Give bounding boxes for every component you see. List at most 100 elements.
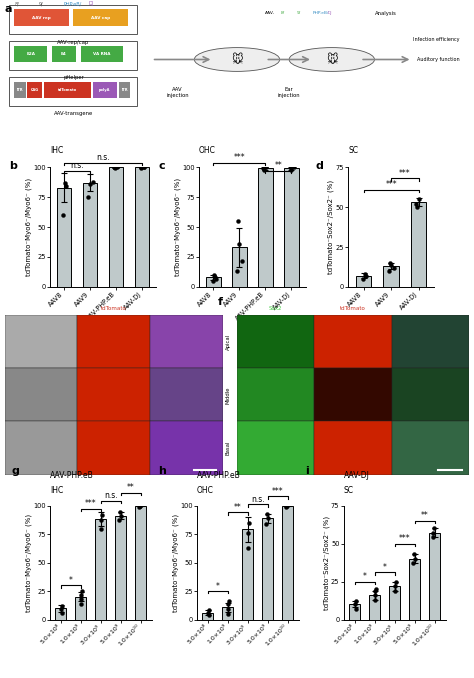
Point [372, 595, 379, 605]
Text: 🐭: 🐭 [326, 54, 337, 65]
Text: ***: *** [234, 153, 245, 162]
Point [287, 164, 294, 175]
Text: d: d [316, 161, 324, 172]
Text: n.s.: n.s. [251, 495, 264, 504]
Text: PHP.eB/: PHP.eB/ [64, 1, 82, 6]
Text: tdTomato: tdTomato [101, 306, 127, 311]
Point [244, 527, 251, 538]
Text: AAV-: AAV- [265, 11, 276, 14]
FancyBboxPatch shape [14, 9, 69, 26]
Text: a: a [5, 4, 12, 14]
Text: Auditory function: Auditory function [417, 57, 460, 62]
Text: ***: *** [399, 534, 410, 543]
Point [62, 178, 69, 188]
Bar [150, 368, 223, 422]
Bar [314, 422, 392, 475]
Point [136, 500, 144, 511]
Text: OHC: OHC [199, 146, 216, 155]
Text: c: c [158, 161, 165, 172]
Point [113, 162, 120, 173]
Text: 9/: 9/ [297, 11, 301, 14]
Point [115, 515, 123, 525]
Bar [356, 276, 371, 287]
Point [415, 194, 423, 205]
Text: **: ** [421, 511, 428, 520]
Point [287, 163, 294, 174]
Point [59, 607, 66, 618]
Point [392, 576, 400, 587]
Text: ***: *** [85, 500, 97, 508]
Text: polyA: polyA [99, 88, 110, 92]
Text: Merge: Merge [178, 306, 195, 311]
Point [264, 508, 271, 519]
Text: tdTomato: tdTomato [340, 306, 366, 311]
Point [373, 584, 380, 595]
Point [410, 549, 418, 559]
Point [117, 507, 124, 518]
Point [412, 199, 420, 210]
Bar [411, 202, 426, 287]
Text: Apical: Apical [226, 334, 231, 350]
Point [409, 558, 417, 569]
Bar [409, 559, 420, 620]
Bar [262, 518, 273, 620]
Text: n.s.: n.s. [70, 161, 84, 170]
Text: **: ** [234, 503, 242, 512]
Point [234, 266, 241, 277]
Point [361, 268, 369, 279]
Circle shape [194, 47, 280, 71]
Y-axis label: tdTomato⁻Myo6⁻/Myo6⁻ (%): tdTomato⁻Myo6⁻/Myo6⁻ (%) [25, 513, 32, 612]
Y-axis label: tdTomato⁻Sox2⁻/Sox2⁻ (%): tdTomato⁻Sox2⁻/Sox2⁻ (%) [328, 180, 334, 274]
Text: 9/: 9/ [39, 1, 44, 6]
Text: Ear
injection: Ear injection [278, 87, 301, 98]
Point [371, 585, 379, 596]
Text: f: f [218, 298, 223, 307]
Text: SC: SC [344, 486, 354, 495]
Bar [383, 266, 399, 287]
Point [79, 586, 86, 597]
Point [136, 501, 143, 512]
Bar [282, 506, 293, 620]
Bar [135, 167, 149, 287]
FancyBboxPatch shape [73, 9, 128, 26]
Bar [135, 506, 146, 620]
Point [89, 176, 96, 187]
Point [57, 604, 65, 615]
Point [351, 599, 359, 610]
Bar [237, 368, 314, 422]
Text: AAV-transgene: AAV-transgene [54, 111, 93, 116]
Point [224, 598, 232, 609]
Text: SC: SC [348, 146, 358, 155]
Point [58, 601, 65, 612]
FancyBboxPatch shape [118, 82, 130, 98]
Point [212, 273, 219, 284]
Y-axis label: tdTomato⁻Myo6⁻/Myo6⁻ (%): tdTomato⁻Myo6⁻/Myo6⁻ (%) [174, 178, 181, 276]
Text: OHC: OHC [197, 486, 214, 495]
Point [260, 164, 268, 175]
Point [137, 162, 145, 173]
Point [118, 511, 125, 521]
Text: **: ** [127, 483, 135, 492]
FancyBboxPatch shape [14, 82, 26, 98]
Point [140, 162, 148, 173]
Point [111, 163, 118, 174]
Point [390, 262, 397, 273]
Text: b: b [9, 161, 17, 172]
Bar [77, 315, 150, 368]
Bar [83, 183, 97, 287]
Point [411, 553, 419, 564]
Text: *: * [216, 582, 219, 591]
FancyBboxPatch shape [44, 82, 91, 98]
Point [238, 255, 246, 266]
Bar [5, 315, 77, 368]
Text: 8/: 8/ [14, 1, 19, 6]
Bar [237, 422, 314, 475]
Point [141, 162, 148, 173]
Point [283, 500, 290, 511]
Bar [369, 595, 380, 620]
Point [391, 581, 398, 592]
Text: i: i [305, 466, 309, 475]
Bar [206, 277, 220, 287]
Point [283, 500, 291, 511]
Circle shape [289, 47, 374, 71]
